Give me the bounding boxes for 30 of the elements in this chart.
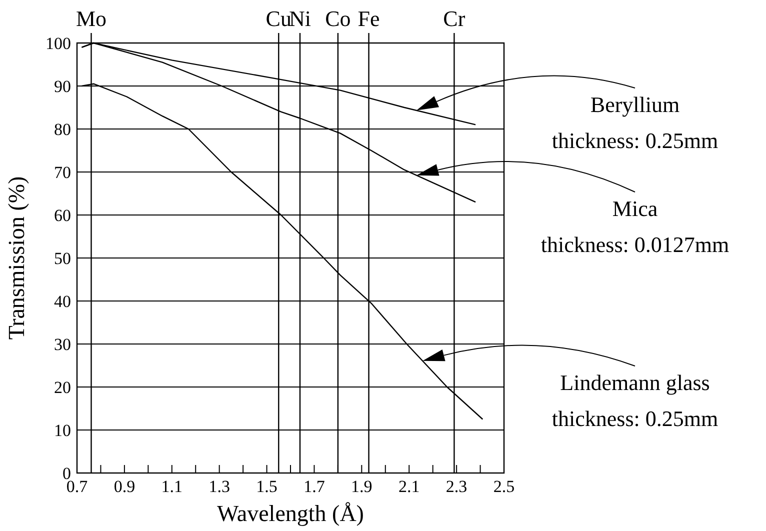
x-tick-label: 0.9 xyxy=(114,477,136,496)
y-tick-label: 30 xyxy=(54,335,71,354)
ref-line-label: Cu xyxy=(266,6,292,31)
text: Beryllium thickness: 0.25mm xyxy=(552,92,718,153)
x-tick-label: 2.1 xyxy=(398,477,420,496)
y-tick-label: 50 xyxy=(54,249,71,268)
y-tick-label: 70 xyxy=(54,163,71,182)
x-tick-label: 1.5 xyxy=(256,477,278,496)
y-tick-label: 80 xyxy=(54,120,71,139)
x-axis-title: Wavelength (Å) xyxy=(217,501,364,526)
ref-line-label: Mo xyxy=(76,6,107,31)
x-tick-label: 1.7 xyxy=(304,477,326,496)
x-tick-label: 1.9 xyxy=(351,477,372,496)
y-tick-label: 60 xyxy=(54,206,71,225)
ref-line-label: Fe xyxy=(358,6,380,31)
x-tick-label: 2.5 xyxy=(493,477,515,496)
y-tick-label: 40 xyxy=(54,292,71,311)
x-tick-label: 2.3 xyxy=(446,477,468,496)
x-tick-label: 1.3 xyxy=(208,477,230,496)
text: Lindemann glass thickness: 0.25mm xyxy=(552,370,718,431)
y-tick-label: 10 xyxy=(54,421,71,440)
y-axis-title: Transmission (%) xyxy=(4,176,29,340)
y-tick-label: 90 xyxy=(54,77,71,96)
y-tick-label: 20 xyxy=(54,378,71,397)
ref-line-label: Ni xyxy=(288,6,311,31)
x-tick-label: 1.1 xyxy=(161,477,183,496)
ref-line-label: Cr xyxy=(443,6,466,31)
text: Mica thickness: 0.0127mm xyxy=(540,196,730,257)
y-tick-label: 100 xyxy=(46,34,71,53)
ref-line-label: Co xyxy=(325,6,351,31)
